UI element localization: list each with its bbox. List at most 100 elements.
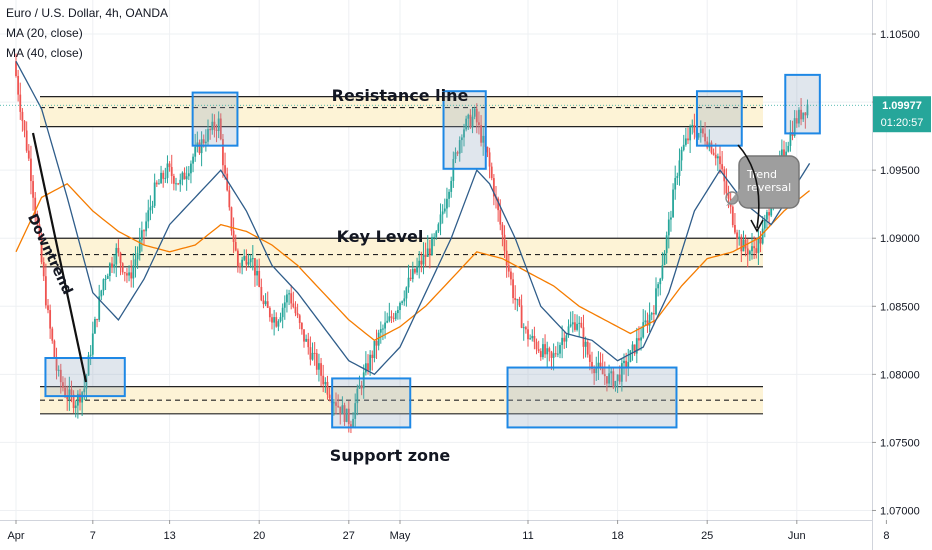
candle-body <box>409 277 412 280</box>
candle-body <box>482 135 485 143</box>
candle-body <box>574 322 576 330</box>
candle-body <box>85 375 88 389</box>
candle-body <box>516 299 519 301</box>
candle-body <box>501 224 504 235</box>
candle-body <box>480 125 482 143</box>
candle-body <box>414 268 416 273</box>
candle-body <box>149 207 152 211</box>
candle-body <box>623 360 625 364</box>
candle-body <box>768 212 770 216</box>
candle-body <box>537 349 540 352</box>
candle-body <box>556 353 559 355</box>
candle-body <box>625 360 628 369</box>
candle-body <box>663 252 666 266</box>
candle-body <box>437 224 440 232</box>
candle-body <box>514 298 517 300</box>
candle-body <box>552 353 555 358</box>
candle-body <box>198 142 201 154</box>
candle-body <box>550 351 553 358</box>
highlight-box <box>784 73 821 135</box>
candle-body <box>249 258 252 263</box>
highlight-boxes <box>44 73 821 429</box>
candle-body <box>194 146 197 157</box>
candle-body <box>251 258 254 260</box>
candle-body <box>296 313 299 316</box>
candle-body <box>763 219 766 229</box>
candle-body <box>388 316 391 321</box>
candle-body <box>422 254 425 265</box>
candle-body <box>79 393 81 403</box>
candle-body <box>260 286 263 301</box>
candle-body <box>450 180 453 192</box>
candle-body <box>691 125 694 128</box>
candle-body <box>633 344 636 354</box>
candle-body <box>183 172 186 180</box>
candle-body <box>616 374 619 381</box>
candle-body <box>802 112 805 120</box>
candle-body <box>213 121 216 130</box>
candle-body <box>469 114 472 128</box>
candle-body <box>452 159 455 181</box>
symbol-title[interactable]: Euro / U.S. Dollar, 4h, OANDA <box>6 6 169 20</box>
candle-body <box>104 278 107 280</box>
candle-body <box>181 172 184 180</box>
candle-body <box>158 183 160 185</box>
ma40-legend[interactable]: MA (40, close) <box>6 46 83 60</box>
candle-body <box>665 235 668 253</box>
candle-body <box>761 228 764 244</box>
candle-body <box>57 369 60 371</box>
candle-body <box>460 137 463 141</box>
candle-body <box>279 317 282 322</box>
candle-body <box>119 252 122 264</box>
candle-body <box>254 258 256 276</box>
candle-body <box>283 302 286 308</box>
ma20-legend[interactable]: MA (20, close) <box>6 26 83 40</box>
candle-body <box>394 313 397 319</box>
candle-body <box>661 265 664 279</box>
candle-body <box>539 351 542 358</box>
candle-body <box>644 320 647 323</box>
candle-body <box>266 301 269 308</box>
candle-body <box>499 210 502 225</box>
candle-body <box>288 293 290 295</box>
candle-body <box>222 139 224 166</box>
candle-body <box>403 298 406 302</box>
candle-body <box>47 305 49 311</box>
candle-body <box>207 129 209 142</box>
trend-reversal-text-1: Trend <box>746 168 777 181</box>
candle-body <box>650 313 653 315</box>
candle-body <box>507 265 510 272</box>
candle-body <box>793 118 796 136</box>
candle-body <box>68 389 71 400</box>
candle-body <box>682 144 685 150</box>
candle-body <box>215 129 218 131</box>
time-axis[interactable]: Apr 7 13 20 27 May 11 18 25 Jun 8 <box>0 520 889 542</box>
candle-body <box>433 236 436 238</box>
candle-body <box>646 320 649 326</box>
candle-body <box>576 323 578 330</box>
candle-body <box>264 301 267 305</box>
candle-body <box>490 166 493 179</box>
candle-body <box>787 145 790 152</box>
trend-reversal-pointer <box>726 186 752 206</box>
candle-body <box>27 150 30 159</box>
candle-body <box>384 322 386 329</box>
candle-body <box>76 393 79 406</box>
candle-body <box>134 259 137 266</box>
candle-body <box>256 270 258 276</box>
candle-body <box>655 288 657 315</box>
candle-body <box>706 141 709 148</box>
candle-body <box>667 219 670 236</box>
candle-body <box>211 121 214 131</box>
candle-body <box>51 328 54 341</box>
candle-body <box>147 210 150 222</box>
candle-body <box>520 305 523 328</box>
candle-body <box>175 183 177 185</box>
candle-body <box>362 372 365 389</box>
candle-body <box>307 338 310 348</box>
candle-body <box>714 154 717 159</box>
candle-body <box>162 172 165 179</box>
candle-body <box>375 340 378 346</box>
